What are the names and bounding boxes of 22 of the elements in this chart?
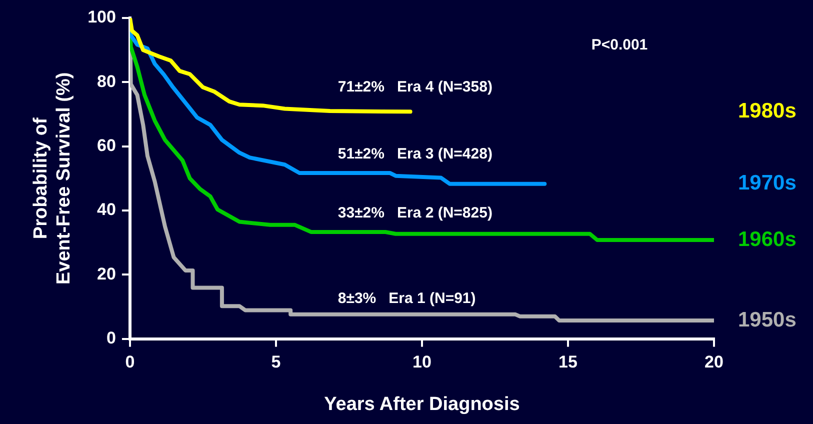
annotation: 71±2% Era 4 (N=358) [338,78,492,96]
y-tick-label: 100 [88,8,116,27]
annotation: P<0.001 [591,36,648,54]
x-tick-label: 20 [704,352,724,372]
y-tick-label: 20 [97,264,116,284]
annotation: 33±2% Era 2 (N=825) [338,204,492,222]
annotation: 51±2% Era 3 (N=428) [338,145,492,162]
x-tick-label: 0 [125,352,135,372]
text: 1980s [738,99,796,122]
series-label: 1960s [738,228,796,251]
y-tick-label: 40 [97,200,116,220]
x-tick-label: 5 [271,352,281,372]
y-tick-label: 60 [97,136,116,156]
annotation: 8±3% Era 1 (N=91) [338,290,476,308]
x-tick-label: 15 [558,352,578,372]
y-tick-label: 80 [97,72,116,91]
y-axis-title: Probability of Event-Free Survival (%) [30,72,74,285]
x-axis-title: Years After Diagnosis [324,394,520,415]
text: 1970s [738,172,796,195]
series-label: 1950s [738,308,796,332]
y-tick-label: 0 [106,328,116,348]
x-tick-label: 10 [412,352,432,372]
